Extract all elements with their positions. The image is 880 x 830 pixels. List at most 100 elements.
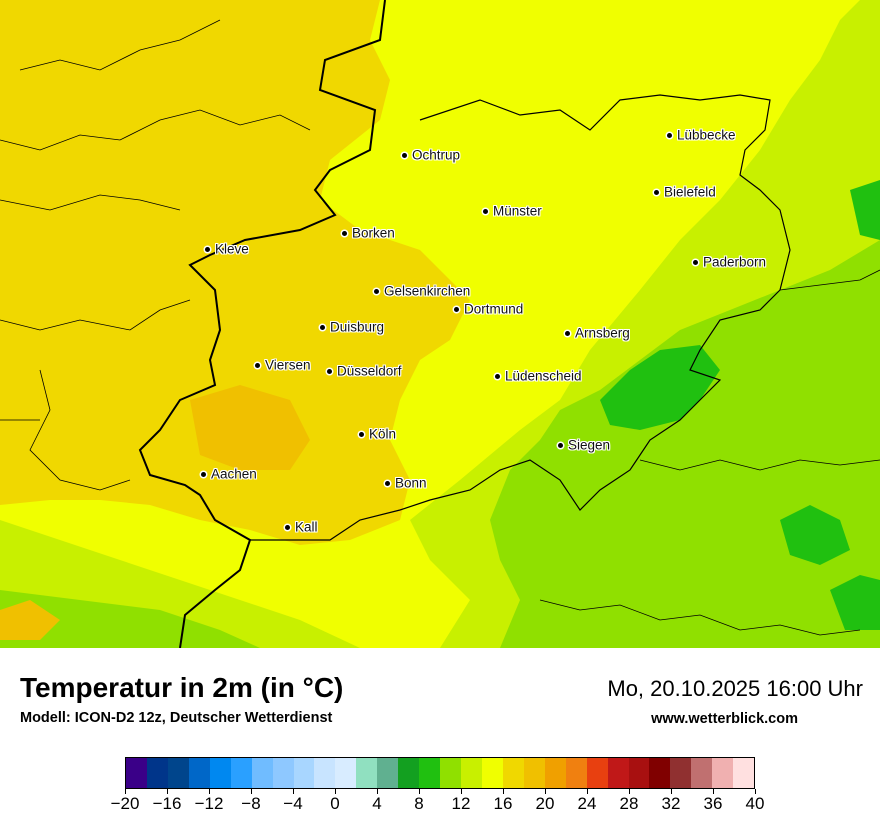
- city-label: Köln: [369, 426, 397, 442]
- city-marker-icon: [374, 288, 379, 294]
- city-borken[interactable]: Borken: [342, 226, 395, 240]
- city-dortmund[interactable]: Dortmund: [454, 302, 523, 316]
- city-viersen[interactable]: Viersen: [255, 358, 311, 372]
- city-label: Duisburg: [330, 319, 385, 335]
- colorbar-tick-label: 40: [745, 794, 765, 813]
- colorbar-swatch: [628, 758, 650, 788]
- colorbar-swatch: [335, 758, 357, 788]
- temperature-field-20-22-west: [0, 600, 60, 640]
- colorbar-swatch: [356, 758, 378, 788]
- colorbar-swatch: [649, 758, 671, 788]
- city-koeln[interactable]: Köln: [359, 427, 396, 441]
- colorbar-swatch: [419, 758, 441, 788]
- colorbar-tick-label: −8: [241, 794, 261, 813]
- city-label: Düsseldorf: [337, 363, 402, 379]
- colorbar-tick-label: −12: [194, 794, 224, 813]
- temperature-field-10-12-northeast: [850, 180, 880, 240]
- city-bielefeld[interactable]: Bielefeld: [654, 185, 716, 199]
- temperature-colorbar: [125, 757, 755, 789]
- colorbar-tick-label: 16: [493, 794, 513, 813]
- temperature-map[interactable]: Ochtrup Lübbecke Bielefeld Münster Borke…: [0, 0, 880, 648]
- colorbar-swatch: [293, 758, 315, 788]
- city-marker-icon: [483, 208, 488, 214]
- city-label: Lübbecke: [677, 127, 736, 143]
- colorbar-tick: [544, 789, 546, 794]
- city-duesseldorf[interactable]: Düsseldorf: [327, 364, 402, 378]
- colorbar-tick: [460, 789, 462, 794]
- city-paderborn[interactable]: Paderborn: [693, 255, 766, 269]
- colorbar-swatch: [167, 758, 189, 788]
- temperature-field-20-22-aachen: [190, 385, 310, 470]
- city-luedenscheid[interactable]: Lüdenscheid: [495, 369, 582, 383]
- city-marker-icon: [320, 324, 325, 330]
- city-kall[interactable]: Kall: [285, 520, 318, 534]
- colorbar-swatch: [440, 758, 461, 788]
- district-borders: [0, 19, 880, 636]
- colorbar-tick: [586, 789, 588, 794]
- colorbar-swatch: [188, 758, 210, 788]
- colorbar-tick: [502, 789, 504, 794]
- city-marker-icon: [454, 306, 459, 312]
- temperature-field-10-12-southeast: [830, 575, 880, 630]
- colorbar-tick: [250, 789, 252, 794]
- website-link[interactable]: www.wetterblick.com: [651, 711, 798, 727]
- colorbar-swatch: [126, 758, 147, 788]
- city-marker-icon: [342, 230, 347, 236]
- colorbar-swatch: [607, 758, 629, 788]
- colorbar-swatch: [230, 758, 252, 788]
- city-siegen[interactable]: Siegen: [558, 438, 610, 452]
- city-gelsenkirchen[interactable]: Gelsenkirchen: [374, 284, 470, 298]
- city-label: Lüdenscheid: [505, 368, 582, 384]
- colorbar-tick-label: −16: [152, 794, 182, 813]
- state-border: [250, 94, 791, 541]
- city-marker-icon: [285, 524, 290, 530]
- colorbar-swatch: [398, 758, 420, 788]
- colorbar-tick-label: −4: [283, 794, 303, 813]
- colorbar-swatch: [481, 758, 503, 788]
- colorbar-tick-label: 36: [703, 794, 723, 813]
- city-duisburg[interactable]: Duisburg: [320, 320, 384, 334]
- colorbar-tick-label: −20: [110, 794, 140, 813]
- city-aachen[interactable]: Aachen: [201, 467, 257, 481]
- temperature-field-12-14: [490, 240, 880, 648]
- map-footer: Temperatur in 2m (in °C) Modell: ICON-D2…: [0, 648, 880, 830]
- city-marker-icon: [667, 132, 672, 138]
- colorbar-tick-label: 32: [661, 794, 681, 813]
- colorbar-tick: [670, 789, 672, 794]
- city-marker-icon: [201, 471, 206, 477]
- colorbar-tick-label: 20: [535, 794, 555, 813]
- colorbar-tick-label: 4: [372, 794, 382, 813]
- city-marker-icon: [654, 189, 659, 195]
- colorbar-swatch: [691, 758, 713, 788]
- city-label: Aachen: [211, 466, 257, 482]
- city-marker-icon: [359, 431, 364, 437]
- colorbar-swatch: [314, 758, 336, 788]
- colorbar-tick-label: 28: [619, 794, 639, 813]
- colorbar-tick: [376, 789, 378, 794]
- map-title: Temperatur in 2m (in °C): [20, 672, 344, 703]
- city-marker-icon: [565, 330, 570, 336]
- city-marker-icon: [205, 246, 210, 252]
- city-bonn[interactable]: Bonn: [385, 476, 427, 490]
- colorbar-swatch: [146, 758, 168, 788]
- city-marker-icon: [255, 362, 260, 368]
- city-kleve[interactable]: Kleve: [205, 242, 249, 256]
- temperature-field-10-12-east: [780, 505, 850, 565]
- colorbar-swatch: [377, 758, 399, 788]
- temperature-field-18-20: [0, 0, 470, 545]
- colorbar-ticks: −20 −16 −12 −8 −4 0 4 8 12 16 20 24 28 32 36 40: [0, 789, 880, 829]
- city-label: Viersen: [265, 357, 311, 373]
- city-marker-icon: [558, 442, 563, 448]
- colorbar-tick: [754, 789, 756, 794]
- city-marker-icon: [693, 259, 698, 265]
- model-info: Modell: ICON-D2 12z, Deutscher Wetterdie…: [20, 710, 333, 726]
- colorbar-swatch: [272, 758, 294, 788]
- city-label: Dortmund: [464, 301, 524, 317]
- city-ochtrup[interactable]: Ochtrup: [402, 148, 460, 162]
- city-arnsberg[interactable]: Arnsberg: [565, 326, 630, 340]
- colorbar-swatch: [209, 758, 231, 788]
- colorbar-swatch: [461, 758, 482, 788]
- city-luebbecke[interactable]: Lübbecke: [667, 128, 736, 142]
- colorbar-swatch: [523, 758, 545, 788]
- city-muenster[interactable]: Münster: [483, 204, 542, 218]
